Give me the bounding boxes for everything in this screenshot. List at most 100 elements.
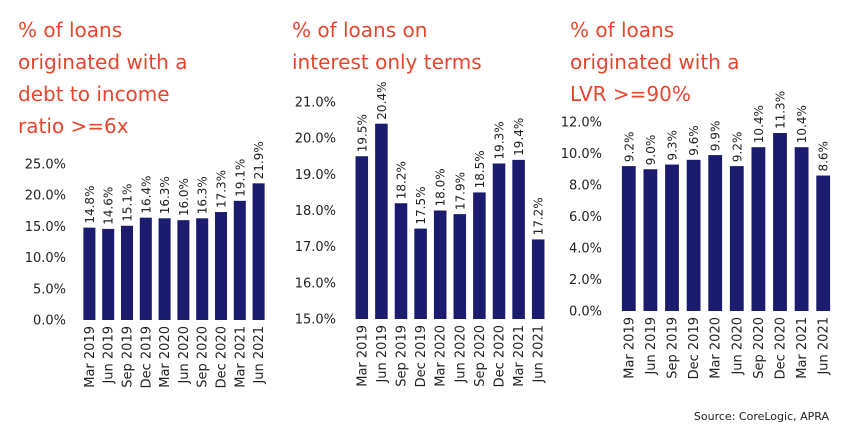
source-note: Source: CoreLogic, APRA (693, 410, 829, 423)
bar (621, 166, 636, 311)
data-label: 16.3% (196, 176, 210, 214)
bar (794, 147, 809, 311)
x-tick-label: Mar 2019 (355, 325, 370, 387)
y-tick-label: 6.0% (569, 210, 602, 225)
data-label: 21.9% (252, 141, 266, 179)
data-label: 19.5% (355, 114, 369, 152)
bar (729, 166, 744, 311)
data-label: 17.3% (215, 170, 229, 208)
bar (355, 156, 369, 319)
x-tick-label: Dec 2020 (774, 317, 789, 379)
y-tick-label: 17.0% (295, 240, 336, 255)
bar (773, 133, 787, 311)
bar (492, 163, 506, 319)
chart-title-lvr: % of loans originated with a LVR >=90% (570, 18, 740, 106)
data-label: 19.4% (512, 118, 526, 156)
bar (139, 217, 152, 320)
bar (177, 220, 190, 320)
bar (102, 228, 115, 320)
y-tick-label: 18.0% (295, 204, 336, 219)
x-tick-label: Mar 2020 (158, 326, 173, 388)
x-tick-label: Jun 2019 (102, 326, 117, 385)
bar (665, 164, 679, 311)
data-label: 14.6% (102, 187, 116, 225)
bar (233, 200, 246, 320)
x-tick-label: Jun 2020 (177, 326, 192, 385)
y-tick-label: 0.0% (33, 314, 66, 329)
data-label: 19.3% (493, 121, 507, 159)
bar (512, 159, 525, 319)
data-label: 9.2% (622, 132, 636, 163)
bar (708, 155, 723, 311)
data-label: 9.3% (666, 130, 680, 161)
bar (816, 175, 831, 311)
x-tick-label: Dec 2020 (493, 325, 508, 387)
x-tick-label: Dec 2019 (687, 317, 702, 379)
data-label: 10.4% (752, 105, 766, 143)
bar (120, 225, 134, 320)
data-label: 9.6% (687, 125, 701, 156)
data-label: 20.4% (375, 82, 389, 120)
x-tick-label: Jun 2021 (252, 326, 267, 385)
y-tick-label: 21.0% (295, 96, 336, 111)
x-tick-label: Jun 2021 (817, 317, 832, 376)
x-tick-label: Sep 2019 (666, 317, 681, 379)
y-tick-label: 4.0% (569, 242, 602, 257)
x-tick-label: Sep 2019 (121, 326, 136, 388)
bar (473, 192, 486, 319)
y-tick-label: 25.0% (25, 158, 66, 173)
bar (643, 169, 658, 311)
data-label: 17.9% (453, 172, 467, 210)
y-tick-label: 12.0% (561, 116, 602, 131)
bar (686, 159, 701, 311)
data-label: 9.9% (709, 121, 723, 152)
bar (214, 212, 228, 320)
x-tick-label: Dec 2019 (139, 326, 154, 388)
x-tick-label: Mar 2021 (233, 326, 248, 388)
y-tick-label: 15.0% (295, 313, 336, 328)
data-label: 17.5% (414, 186, 428, 224)
data-label: 18.0% (434, 168, 448, 206)
x-tick-label: Sep 2020 (752, 317, 767, 379)
y-tick-label: 15.0% (25, 220, 66, 235)
x-tick-label: Sep 2020 (473, 325, 488, 387)
y-tick-label: 10.0% (25, 251, 66, 266)
x-tick-label: Mar 2020 (709, 317, 724, 379)
bar (414, 228, 427, 319)
x-tick-label: Jun 2020 (730, 317, 745, 376)
x-tick-label: Dec 2020 (215, 326, 230, 388)
bar (453, 214, 467, 319)
data-label: 16.4% (139, 176, 153, 214)
y-tick-label: 10.0% (561, 147, 602, 162)
x-tick-label: Mar 2021 (795, 317, 810, 379)
x-tick-label: Jun 2021 (532, 325, 547, 384)
chart-title-dti: % of loans originated with a debt to inc… (18, 18, 188, 138)
x-tick-label: Dec 2019 (414, 325, 429, 387)
y-tick-label: 2.0% (569, 273, 602, 288)
y-tick-label: 20.0% (295, 132, 336, 147)
x-tick-label: Sep 2020 (196, 326, 211, 388)
y-tick-label: 5.0% (33, 282, 66, 297)
data-label: 9.0% (644, 135, 658, 166)
y-tick-label: 19.0% (295, 168, 336, 183)
bar (433, 210, 447, 319)
bar (252, 183, 265, 320)
data-label: 18.5% (473, 150, 487, 188)
data-label: 10.4% (795, 105, 809, 143)
data-label: 11.3% (774, 91, 788, 129)
data-label: 9.2% (730, 132, 744, 163)
bar (375, 123, 388, 319)
data-label: 16.3% (158, 176, 172, 214)
bar (531, 239, 545, 319)
y-tick-label: 8.0% (569, 179, 602, 194)
x-tick-label: Jun 2019 (375, 325, 390, 384)
y-tick-label: 0.0% (569, 305, 602, 320)
x-tick-label: Sep 2019 (395, 325, 410, 387)
y-tick-label: 16.0% (295, 276, 336, 291)
x-tick-label: Mar 2019 (83, 326, 98, 388)
data-label: 17.2% (532, 197, 546, 235)
x-tick-label: Jun 2019 (644, 317, 659, 376)
data-label: 15.1% (121, 184, 135, 222)
chart-title-interest-only: % of loans on interest only terms (292, 18, 482, 74)
data-label: 18.2% (395, 161, 409, 199)
